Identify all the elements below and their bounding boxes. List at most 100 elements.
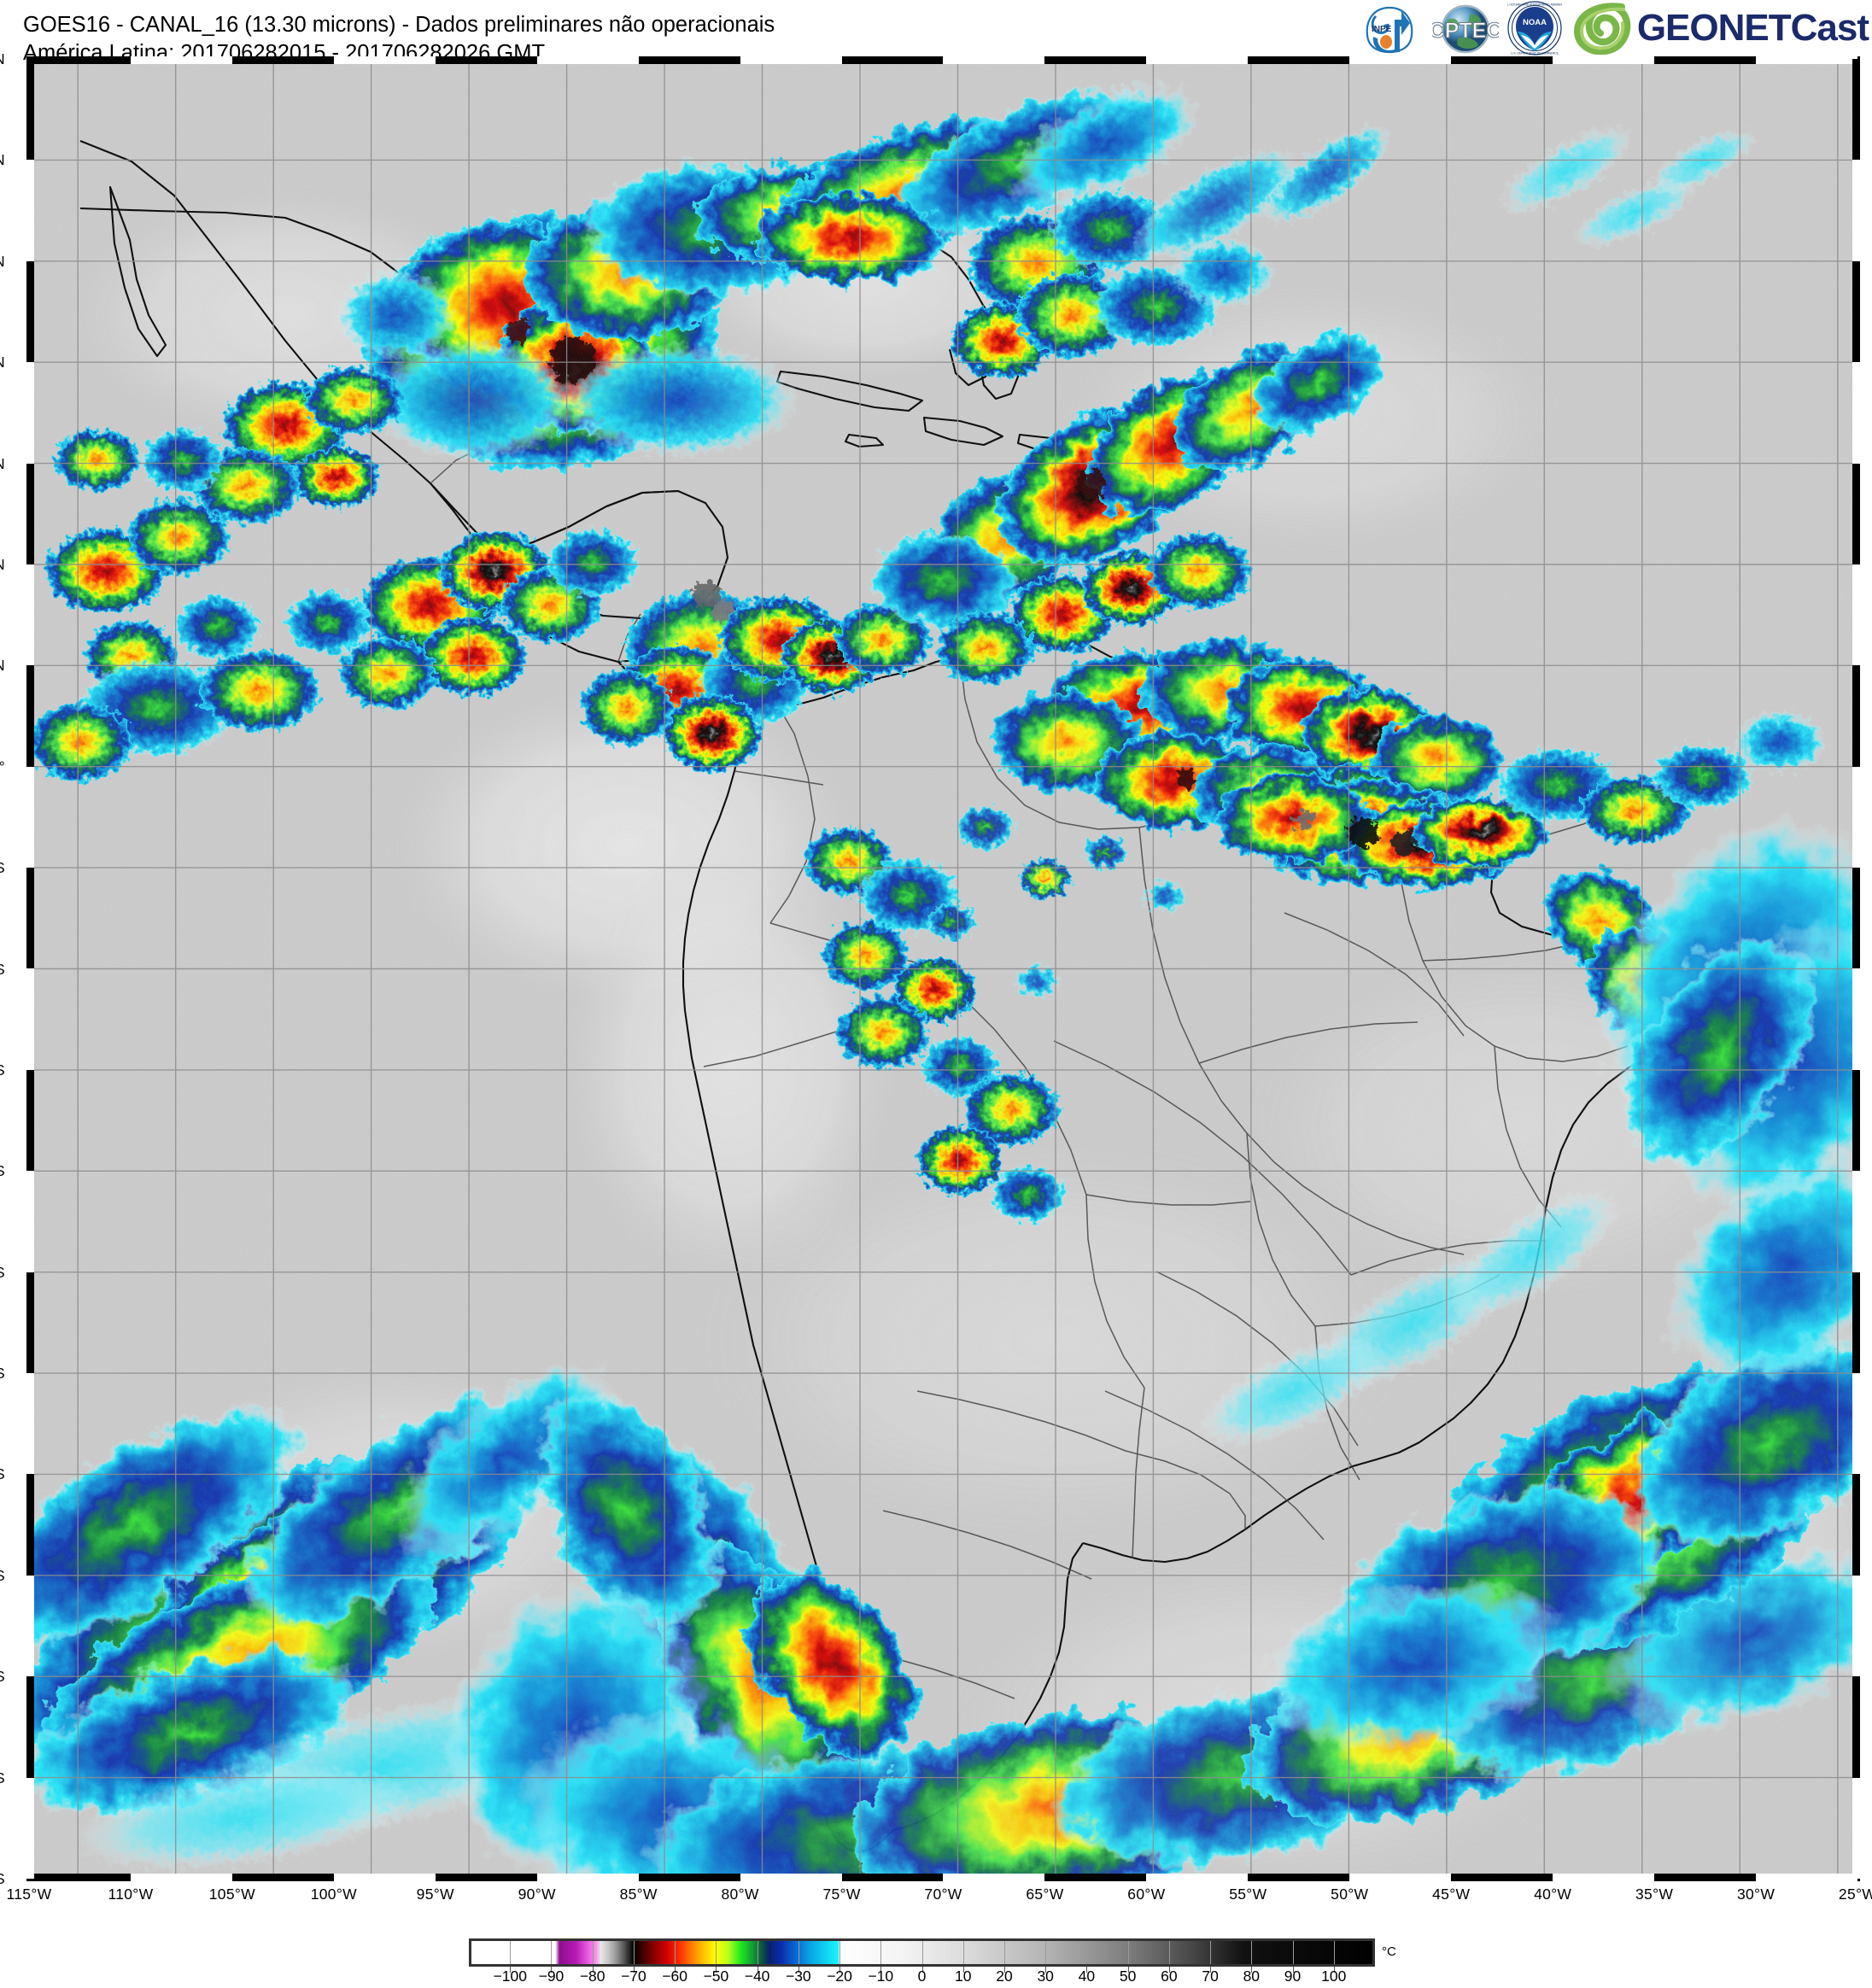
colorbar-label--40: −40 xyxy=(744,1968,770,1985)
lat-label-5S: 5°S xyxy=(0,859,5,877)
colorbar-separator--50 xyxy=(716,1941,717,1964)
colorbar-tick-80 xyxy=(1251,1967,1253,1973)
lat-label-35S: 35°S xyxy=(0,1465,5,1483)
map-frame-border xyxy=(26,56,1860,1881)
colorbar-tick--10 xyxy=(880,1967,882,1973)
colorbar-tick-100 xyxy=(1333,1967,1335,1973)
colorbar-label-100: 100 xyxy=(1321,1968,1347,1985)
colorbar-label--60: −60 xyxy=(662,1968,687,1985)
lat-label-15S: 15°S xyxy=(0,1061,5,1079)
lon-label-90W: 90°W xyxy=(518,1886,556,1903)
colorbar-label-20: 20 xyxy=(996,1968,1013,1985)
colorbar-label--70: −70 xyxy=(621,1968,646,1985)
colorbar-label-40: 40 xyxy=(1078,1968,1096,1985)
lon-label-100W: 100°W xyxy=(310,1886,357,1903)
lat-label-45S: 45°S xyxy=(0,1668,5,1686)
geonetcast-swirl-icon xyxy=(1573,3,1631,55)
colorbar-unit-label: °C xyxy=(1382,1944,1396,1959)
lat-label-30S: 30°S xyxy=(0,1365,5,1383)
colorbar-separator-0 xyxy=(921,1941,923,1964)
lon-label-115W: 115°W xyxy=(6,1886,52,1903)
colorbar-label--100: −100 xyxy=(493,1968,527,1985)
colorbar-label--50: −50 xyxy=(703,1968,729,1985)
colorbar-separator-80 xyxy=(1251,1941,1253,1964)
lat-label-35N: 35°N xyxy=(0,50,5,68)
inpe-logo: INPE xyxy=(1366,6,1413,54)
satellite-image-canvas[interactable] xyxy=(29,59,1857,1879)
lat-label-0: 0° xyxy=(0,757,5,775)
lon-label-45W: 45°W xyxy=(1432,1886,1471,1903)
colorbar-tick-50 xyxy=(1127,1967,1129,1973)
lon-label-70W: 70°W xyxy=(924,1886,962,1903)
left-tick-band xyxy=(26,59,34,1879)
colorbar-separator-70 xyxy=(1210,1941,1212,1964)
lon-label-110W: 110°W xyxy=(108,1886,154,1903)
colorbar-separator--20 xyxy=(839,1941,841,1964)
page-header: GOES16 - CANAL_16 (13.30 microns) - Dado… xyxy=(0,0,1872,65)
colorbar-tick-10 xyxy=(962,1967,964,1973)
lat-label-25S: 25°S xyxy=(0,1264,5,1282)
colorbar-tick-20 xyxy=(1003,1967,1005,1973)
colorbar-label-80: 80 xyxy=(1243,1968,1261,1985)
satellite-map[interactable] xyxy=(26,56,1860,1881)
product-title: GOES16 - CANAL_16 (13.30 microns) - Dado… xyxy=(23,13,775,37)
lon-label-95W: 95°W xyxy=(416,1886,454,1903)
cptec-logo: CPTEC xyxy=(1432,4,1499,54)
colorbar-label-10: 10 xyxy=(954,1968,972,1985)
colorbar-label-90: 90 xyxy=(1284,1968,1302,1985)
lat-label-20N: 20°N xyxy=(0,354,5,371)
colorbar-tick-60 xyxy=(1168,1967,1170,1973)
colorbar-separator-10 xyxy=(962,1941,964,1964)
colorbar-tick-30 xyxy=(1045,1967,1047,1973)
colorbar-separator-40 xyxy=(1086,1941,1088,1964)
colorbar-border xyxy=(469,1938,1375,1967)
colorbar-separator-90 xyxy=(1292,1941,1294,1964)
graticule-layer xyxy=(29,59,1857,1879)
colorbar-separator--10 xyxy=(880,1941,882,1964)
svg-text:INPE: INPE xyxy=(1372,25,1392,34)
lat-label-10N: 10°N xyxy=(0,556,5,574)
lon-label-80W: 80°W xyxy=(721,1886,759,1903)
colorbar-label-0: 0 xyxy=(917,1968,927,1985)
lon-label-35W: 35°W xyxy=(1635,1886,1674,1903)
colorbar-tick--20 xyxy=(839,1967,841,1973)
lat-label-10S: 10°S xyxy=(0,961,5,979)
lon-label-30W: 30°W xyxy=(1736,1886,1775,1903)
colorbar-tick-0 xyxy=(921,1967,923,1973)
colorbar-separator-60 xyxy=(1168,1941,1170,1964)
geonetcast-logo: GEONETCast xyxy=(1571,2,1869,55)
colorbar-label-30: 30 xyxy=(1037,1968,1054,1985)
bottom-tick-band xyxy=(29,1874,1857,1881)
colorbar-tick--60 xyxy=(675,1967,676,1973)
svg-text:NATIONAL OCEANIC AND ATMOSPHER: NATIONAL OCEANIC AND ATMOSPHERIC ADMINIS… xyxy=(1507,3,1562,7)
lat-label-15N: 15°N xyxy=(0,455,5,473)
lon-label-25W: 25°W xyxy=(1838,1886,1872,1903)
colorbar-tick-90 xyxy=(1292,1967,1294,1973)
colorbar-tick--80 xyxy=(592,1967,594,1973)
lat-label-25N: 25°N xyxy=(0,253,5,271)
noaa-logo: NOAA NATIONAL OCEANIC AND ATMOSPHERIC AD… xyxy=(1507,1,1562,56)
lat-label-40S: 40°S xyxy=(0,1567,5,1585)
lon-label-65W: 65°W xyxy=(1026,1886,1064,1903)
lon-label-50W: 50°W xyxy=(1331,1886,1369,1903)
lon-label-105W: 105°W xyxy=(208,1886,255,1903)
lon-label-40W: 40°W xyxy=(1534,1886,1572,1903)
colorbar-tick--50 xyxy=(716,1967,717,1973)
logo-bar: INPE CPTEC NOAA NATIONAL OCEANIC AND ATM… xyxy=(1357,1,1869,56)
lon-label-60W: 60°W xyxy=(1127,1886,1166,1903)
colorbar-separator-100 xyxy=(1333,1941,1335,1964)
lon-label-85W: 85°W xyxy=(619,1886,658,1903)
colorbar-label-70: 70 xyxy=(1202,1968,1219,1985)
temperature-colorbar[interactable] xyxy=(469,1938,1375,1967)
svg-text:NOAA: NOAA xyxy=(1523,18,1547,27)
top-tick-band xyxy=(29,56,1857,64)
lon-label-55W: 55°W xyxy=(1229,1886,1267,1903)
colorbar-separator--80 xyxy=(592,1941,594,1964)
title-block: GOES16 - CANAL_16 (13.30 microns) - Dado… xyxy=(23,11,775,67)
lat-label-20S: 20°S xyxy=(0,1162,5,1180)
svg-text:U.S. DEPARTMENT OF COMMERCE: U.S. DEPARTMENT OF COMMERCE xyxy=(1511,51,1559,55)
colorbar-separator-30 xyxy=(1045,1941,1047,1964)
colorbar-separator-20 xyxy=(1003,1941,1005,1964)
lat-label-55S: 55°S xyxy=(0,1870,5,1888)
colorbar-separator-50 xyxy=(1127,1941,1129,1964)
